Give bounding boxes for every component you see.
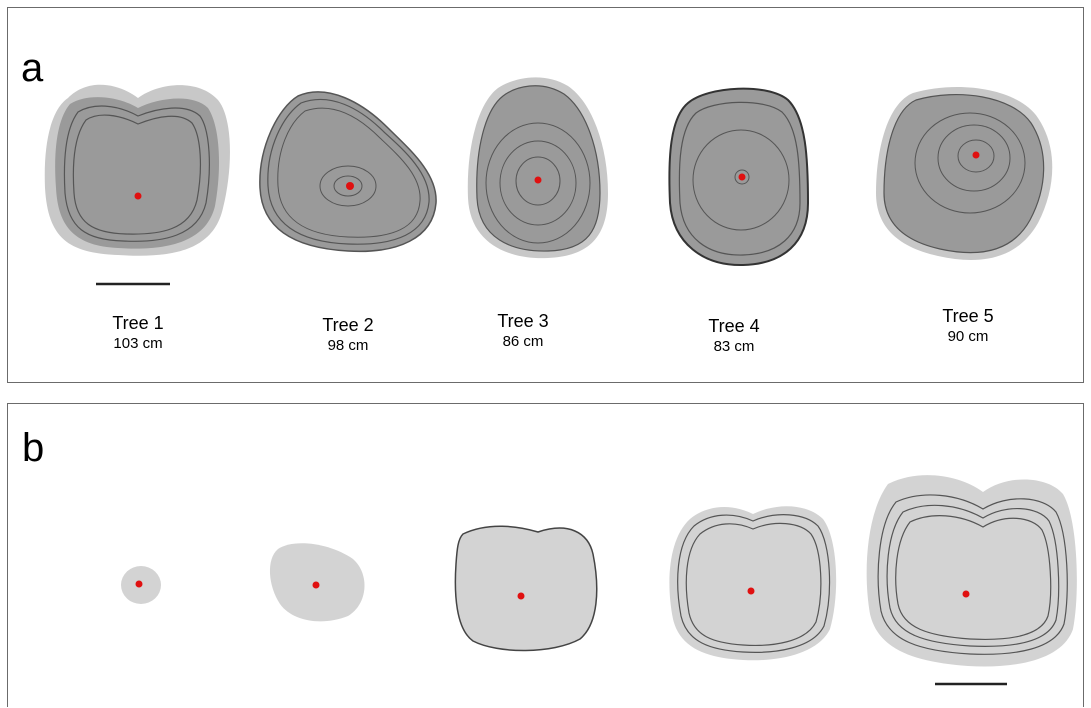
tree-4-name: Tree 4 — [708, 316, 760, 336]
tree-2-name: Tree 2 — [322, 315, 374, 335]
tree-3-cross-section — [467, 77, 608, 259]
tree-1-name: Tree 1 — [112, 313, 164, 333]
tree-3-size: 86 cm — [502, 333, 544, 350]
tree-5-cross-section — [876, 86, 1053, 260]
panel-b-label: b — [22, 426, 45, 470]
growth-stage-3 — [454, 525, 598, 652]
tree-3-name: Tree 3 — [497, 311, 549, 331]
panel-a-label: a — [21, 46, 44, 90]
tree-4-caption: Tree 4 83 cm — [664, 315, 804, 357]
tree-5-name: Tree 5 — [942, 306, 994, 326]
tree-1-caption: Tree 1 103 cm — [68, 312, 208, 354]
tree-3-caption: Tree 3 86 cm — [453, 310, 593, 352]
panel-b-growth-stages — [121, 475, 1077, 686]
tree-5-caption: Tree 5 90 cm — [898, 305, 1038, 347]
panel-a: a — [7, 7, 1084, 383]
tree-1-size: 103 cm — [113, 335, 163, 352]
growth-stage-2 — [269, 543, 365, 622]
tree-1-cross-section — [44, 84, 230, 256]
panel-a-cross-sections — [44, 77, 1053, 286]
panel-b: b — [7, 403, 1084, 707]
tree-2-size: 98 cm — [327, 337, 369, 354]
tree-5-size: 90 cm — [947, 328, 989, 345]
tree-4-size: 83 cm — [713, 338, 755, 355]
growth-stage-1 — [121, 566, 161, 604]
tree-2-caption: Tree 2 98 cm — [278, 314, 418, 356]
tree-4-cross-section — [668, 87, 810, 267]
growth-stage-5 — [866, 475, 1077, 667]
growth-stage-4 — [669, 506, 837, 661]
tree-2-cross-section — [259, 91, 437, 253]
